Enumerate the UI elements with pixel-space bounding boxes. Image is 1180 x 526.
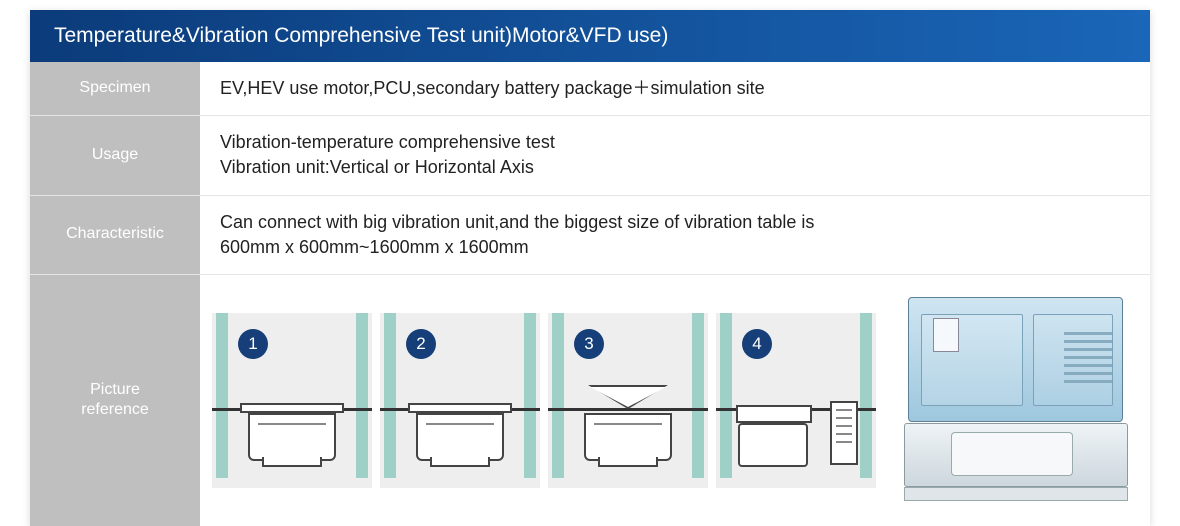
pillar-right bbox=[356, 313, 368, 478]
label-characteristic-text: Characteristic bbox=[66, 224, 164, 245]
diagram-badge-1: 1 bbox=[238, 329, 268, 359]
label-usage-text: Usage bbox=[92, 145, 138, 166]
vent-grille bbox=[1064, 332, 1112, 386]
label-picture: Picture reference bbox=[30, 275, 200, 526]
test-chamber bbox=[908, 297, 1123, 422]
value-picture: 1 2 bbox=[200, 275, 1167, 526]
pillar-left bbox=[720, 313, 732, 478]
diagram-2: 2 bbox=[380, 313, 540, 488]
value-characteristic: Can connect with big vibration unit,and … bbox=[200, 196, 1150, 274]
horizontal-unit-body bbox=[738, 423, 808, 467]
badge-number: 3 bbox=[584, 332, 593, 356]
label-picture-text: Picture reference bbox=[81, 380, 149, 422]
product-photo bbox=[890, 293, 1155, 508]
vibration-table-top bbox=[408, 403, 512, 413]
row-characteristic: Characteristic Can connect with big vibr… bbox=[30, 196, 1150, 275]
vibration-table-top bbox=[240, 403, 344, 413]
value-specimen: EV,HEV use motor,PCU,secondary battery p… bbox=[200, 62, 1150, 115]
shaker-base bbox=[904, 423, 1128, 487]
spec-card: Temperature&Vibration Comprehensive Test… bbox=[30, 10, 1150, 526]
pillar-right bbox=[860, 313, 872, 478]
pillar-right bbox=[692, 313, 704, 478]
horizontal-table bbox=[736, 405, 812, 423]
row-picture: Picture reference 1 bbox=[30, 275, 1150, 526]
row-usage: Usage Vibration-temperature comprehensiv… bbox=[30, 116, 1150, 195]
badge-number: 2 bbox=[416, 332, 425, 356]
side-amplifier bbox=[830, 401, 858, 465]
value-usage: Vibration-temperature comprehensive test… bbox=[200, 116, 1150, 194]
pillar-right bbox=[524, 313, 536, 478]
label-specimen: Specimen bbox=[30, 62, 200, 115]
badge-number: 4 bbox=[752, 332, 761, 356]
diagram-3: 3 bbox=[548, 313, 708, 488]
diagram-badge-2: 2 bbox=[406, 329, 436, 359]
label-specimen-text: Specimen bbox=[79, 78, 150, 99]
pillar-left bbox=[552, 313, 564, 478]
vibration-unit-body bbox=[584, 413, 672, 461]
row-specimen: Specimen EV,HEV use motor,PCU,secondary … bbox=[30, 62, 1150, 116]
label-usage: Usage bbox=[30, 116, 200, 194]
label-characteristic: Characteristic bbox=[30, 196, 200, 274]
diagram-badge-3: 3 bbox=[574, 329, 604, 359]
control-panel bbox=[933, 318, 959, 352]
diagram-badge-4: 4 bbox=[742, 329, 772, 359]
vibration-unit-body bbox=[248, 413, 336, 461]
pillar-left bbox=[384, 313, 396, 478]
base-feet bbox=[904, 487, 1128, 501]
funnel-adapter bbox=[588, 385, 668, 409]
card-header: Temperature&Vibration Comprehensive Test… bbox=[30, 10, 1150, 62]
badge-number: 1 bbox=[248, 332, 257, 356]
diagram-1: 1 bbox=[212, 313, 372, 488]
pillar-left bbox=[216, 313, 228, 478]
header-title: Temperature&Vibration Comprehensive Test… bbox=[54, 24, 668, 47]
diagram-4: 4 bbox=[716, 313, 876, 488]
vibration-unit-body bbox=[416, 413, 504, 461]
